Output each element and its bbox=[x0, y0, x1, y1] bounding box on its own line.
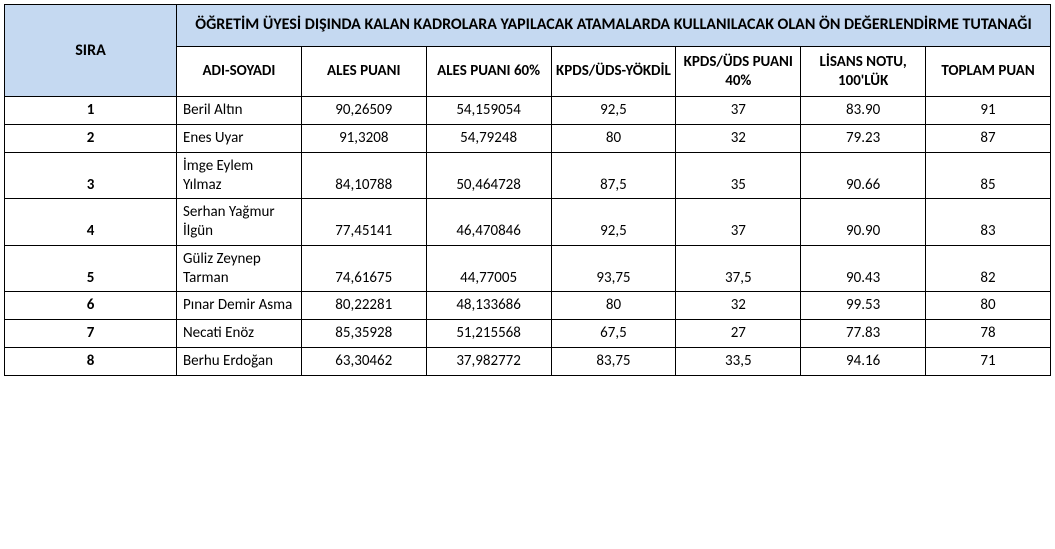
cell-toplam: 82 bbox=[926, 245, 1051, 292]
cell-ales60: 37,982772 bbox=[426, 347, 551, 375]
cell-kpds40: 32 bbox=[676, 125, 801, 153]
cell-kpds: 92,5 bbox=[551, 199, 676, 246]
cell-kpds: 83,75 bbox=[551, 347, 676, 375]
cell-ales: 84,10788 bbox=[301, 152, 426, 199]
cell-kpds40: 37,5 bbox=[676, 245, 801, 292]
cell-rank: 4 bbox=[5, 199, 177, 246]
cell-ales: 90,26509 bbox=[301, 97, 426, 125]
cell-name: Necati Enöz bbox=[177, 320, 302, 348]
cell-rank: 1 bbox=[5, 97, 177, 125]
cell-ales: 80,22281 bbox=[301, 292, 426, 320]
cell-toplam: 83 bbox=[926, 199, 1051, 246]
cell-ales60: 51,215568 bbox=[426, 320, 551, 348]
cell-kpds: 67,5 bbox=[551, 320, 676, 348]
cell-rank: 2 bbox=[5, 125, 177, 153]
cell-toplam: 80 bbox=[926, 292, 1051, 320]
cell-kpds: 80 bbox=[551, 292, 676, 320]
cell-ales60: 54,159054 bbox=[426, 97, 551, 125]
cell-lisans: 77.83 bbox=[801, 320, 926, 348]
cell-kpds: 80 bbox=[551, 125, 676, 153]
cell-kpds: 93,75 bbox=[551, 245, 676, 292]
cell-kpds: 92,5 bbox=[551, 97, 676, 125]
table-row: 2 Enes Uyar 91,3208 54,79248 80 32 79.23… bbox=[5, 125, 1051, 153]
col-name: ADI-SOYADI bbox=[177, 46, 302, 97]
cell-toplam: 87 bbox=[926, 125, 1051, 153]
cell-ales60: 54,79248 bbox=[426, 125, 551, 153]
table-row: 5 Güliz Zeynep Tarman 74,61675 44,77005 … bbox=[5, 245, 1051, 292]
cell-name: İmge Eylem Yılmaz bbox=[177, 152, 302, 199]
cell-toplam: 85 bbox=[926, 152, 1051, 199]
cell-ales60: 48,133686 bbox=[426, 292, 551, 320]
col-lisans: LİSANS NOTU, 100'LÜK bbox=[801, 46, 926, 97]
cell-ales60: 44,77005 bbox=[426, 245, 551, 292]
evaluation-table: SIRA ÖĞRETİM ÜYESİ DIŞINDA KALAN KADROLA… bbox=[4, 4, 1051, 376]
cell-kpds: 87,5 bbox=[551, 152, 676, 199]
cell-ales: 77,45141 bbox=[301, 199, 426, 246]
cell-lisans: 83.90 bbox=[801, 97, 926, 125]
table-row: 7 Necati Enöz 85,35928 51,215568 67,5 27… bbox=[5, 320, 1051, 348]
cell-ales60: 46,470846 bbox=[426, 199, 551, 246]
cell-lisans: 90.66 bbox=[801, 152, 926, 199]
col-toplam: TOPLAM PUAN bbox=[926, 46, 1051, 97]
table-row: 6 Pınar Demir Asma 80,22281 48,133686 80… bbox=[5, 292, 1051, 320]
cell-kpds40: 32 bbox=[676, 292, 801, 320]
cell-kpds40: 37 bbox=[676, 199, 801, 246]
table-row: 8 Berhu Erdoğan 63,30462 37,982772 83,75… bbox=[5, 347, 1051, 375]
cell-name: Berhu Erdoğan bbox=[177, 347, 302, 375]
col-ales60: ALES PUANI 60% bbox=[426, 46, 551, 97]
col-ales: ALES PUANI bbox=[301, 46, 426, 97]
cell-rank: 8 bbox=[5, 347, 177, 375]
cell-rank: 3 bbox=[5, 152, 177, 199]
table-row: 1 Beril Altın 90,26509 54,159054 92,5 37… bbox=[5, 97, 1051, 125]
cell-toplam: 78 bbox=[926, 320, 1051, 348]
cell-ales: 74,61675 bbox=[301, 245, 426, 292]
cell-kpds40: 33,5 bbox=[676, 347, 801, 375]
cell-lisans: 99.53 bbox=[801, 292, 926, 320]
cell-rank: 5 bbox=[5, 245, 177, 292]
cell-rank: 7 bbox=[5, 320, 177, 348]
cell-name: Beril Altın bbox=[177, 97, 302, 125]
cell-name: Pınar Demir Asma bbox=[177, 292, 302, 320]
cell-name: Serhan Yağmur İlgün bbox=[177, 199, 302, 246]
cell-toplam: 71 bbox=[926, 347, 1051, 375]
cell-toplam: 91 bbox=[926, 97, 1051, 125]
cell-lisans: 90.43 bbox=[801, 245, 926, 292]
header-title: ÖĞRETİM ÜYESİ DIŞINDA KALAN KADROLARA YA… bbox=[177, 5, 1051, 47]
table-row: 3 İmge Eylem Yılmaz 84,10788 50,464728 8… bbox=[5, 152, 1051, 199]
header-sira: SIRA bbox=[5, 5, 177, 97]
col-kpds: KPDS/ÜDS-YÖKDİL bbox=[551, 46, 676, 97]
cell-lisans: 90.90 bbox=[801, 199, 926, 246]
cell-name: Güliz Zeynep Tarman bbox=[177, 245, 302, 292]
cell-rank: 6 bbox=[5, 292, 177, 320]
table-row: 4 Serhan Yağmur İlgün 77,45141 46,470846… bbox=[5, 199, 1051, 246]
cell-ales: 63,30462 bbox=[301, 347, 426, 375]
cell-name: Enes Uyar bbox=[177, 125, 302, 153]
col-kpds40: KPDS/ÜDS PUANI 40% bbox=[676, 46, 801, 97]
cell-ales: 91,3208 bbox=[301, 125, 426, 153]
cell-kpds40: 35 bbox=[676, 152, 801, 199]
cell-ales: 85,35928 bbox=[301, 320, 426, 348]
cell-ales60: 50,464728 bbox=[426, 152, 551, 199]
table-body: 1 Beril Altın 90,26509 54,159054 92,5 37… bbox=[5, 97, 1051, 375]
cell-kpds40: 27 bbox=[676, 320, 801, 348]
cell-kpds40: 37 bbox=[676, 97, 801, 125]
cell-lisans: 94.16 bbox=[801, 347, 926, 375]
cell-lisans: 79.23 bbox=[801, 125, 926, 153]
